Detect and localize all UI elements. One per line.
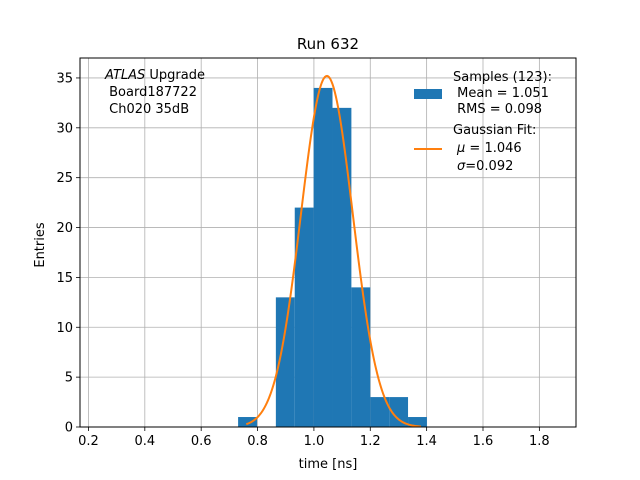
x-tick-label: 1.8	[529, 434, 550, 449]
x-tick-label: 0.4	[134, 434, 155, 449]
histogram-bar	[313, 87, 333, 428]
x-tick-label: 1.6	[473, 434, 494, 449]
legend-fit-line-3: σ=0.092	[457, 159, 513, 174]
gaussian-fit	[245, 74, 422, 428]
y-tick-label: 20	[56, 221, 73, 236]
annotation-line-1: ATLAS Upgrade	[104, 68, 205, 83]
x-axis-ticks: 0.2 0.4 0.6 0.8 1.0 1.2 1.4 1.6 1.8	[78, 427, 550, 449]
histogram-bar	[389, 397, 409, 427]
x-tick-label: 0.6	[191, 434, 212, 449]
x-tick-label: 1.0	[304, 434, 325, 449]
histogram-bar	[351, 287, 371, 427]
histogram-bar	[332, 107, 352, 427]
plot-frame	[79, 57, 577, 428]
histogram-bars	[238, 87, 427, 428]
histogram-bar	[294, 207, 314, 427]
fit-curve	[245, 74, 422, 428]
histogram-bar	[238, 417, 257, 427]
histogram-bar	[275, 297, 295, 427]
x-tick-label: 1.4	[416, 434, 437, 449]
y-tick-label: 30	[56, 121, 73, 136]
x-axis-label: time [ns]	[299, 457, 358, 472]
y-tick-label: 5	[65, 371, 73, 386]
histogram-bar	[408, 417, 427, 427]
legend-samples-line-1: Samples (123):	[453, 70, 552, 85]
legend-samples-line-2: Mean = 1.051	[453, 86, 549, 101]
y-tick-label: 10	[56, 321, 73, 336]
annotation-line-3: Ch020 35dB	[105, 102, 189, 117]
y-tick-label: 0	[65, 421, 73, 436]
legend-swatch-samples	[414, 89, 442, 99]
legend-fit-line-2: μ = 1.046	[456, 141, 522, 156]
legend: Samples (123): Mean = 1.051 RMS = 0.098 …	[414, 70, 552, 174]
y-tick-label: 35	[56, 71, 73, 86]
atlas-annotation: ATLAS Upgrade Board187722 Ch020 35dB	[104, 68, 205, 117]
y-axis-ticks: 0 5 10 15 20 25 30 35	[56, 71, 80, 436]
chart-title: Run 632	[297, 35, 359, 53]
x-tick-label: 1.2	[360, 434, 381, 449]
legend-fit-line-1: Gaussian Fit:	[453, 123, 536, 138]
histogram-bar	[370, 397, 390, 427]
x-tick-label: 0.2	[78, 434, 99, 449]
legend-samples-line-3: RMS = 0.098	[453, 102, 542, 117]
annotation-line-2: Board187722	[105, 85, 197, 100]
y-tick-label: 25	[56, 171, 73, 186]
x-tick-label: 0.8	[247, 434, 268, 449]
y-axis-label: Entries	[33, 222, 48, 268]
y-tick-label: 15	[56, 271, 73, 286]
